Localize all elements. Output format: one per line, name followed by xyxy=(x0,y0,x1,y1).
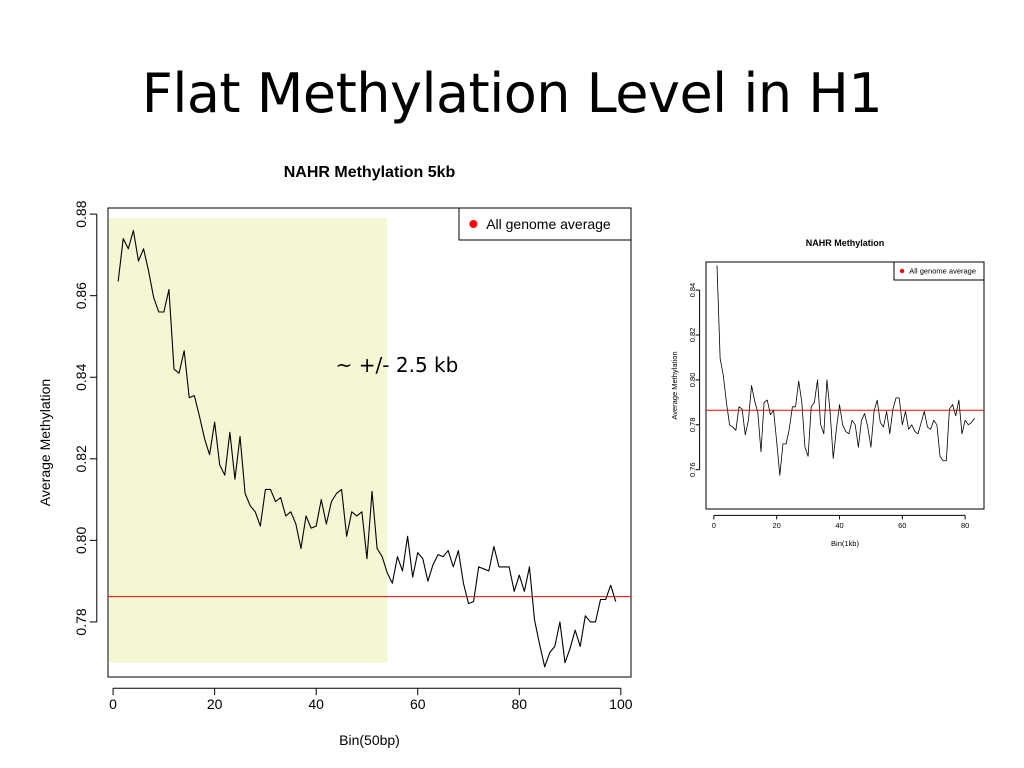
inset-chart-title: NAHR Methylation xyxy=(806,238,885,248)
inset-y-tick-label: 0.76 xyxy=(688,462,697,477)
main-x-tick-label: 100 xyxy=(609,696,633,712)
inset-x-tick-label: 40 xyxy=(835,521,843,530)
main-y-tick-label: 0.82 xyxy=(73,445,89,472)
inset-legend-box xyxy=(893,261,985,281)
inset-y-tick-label: 0.78 xyxy=(688,417,697,432)
main-y-tick-label: 0.78 xyxy=(73,608,89,635)
main-x-tick-label: 60 xyxy=(410,696,426,712)
main-plot-frame xyxy=(107,207,632,678)
range-annotation: ~ +/- 2.5 kb xyxy=(336,353,459,377)
inset-legend-label: All genome average xyxy=(909,267,976,276)
inset-x-tick-label: 60 xyxy=(898,521,906,530)
main-x-tick-label: 20 xyxy=(207,696,223,712)
inset-x-axis-label: Bin(1kb) xyxy=(831,539,859,548)
main-y-axis-label: Average Methylation xyxy=(37,379,53,506)
main-chart-title: NAHR Methylation 5kb xyxy=(284,164,456,181)
main-x-tick-label: 40 xyxy=(308,696,324,712)
main-legend-box xyxy=(458,207,632,241)
inset-legend-dot xyxy=(899,268,905,274)
inset-y-tick-label: 0.82 xyxy=(688,328,697,343)
inset-plot-frame xyxy=(705,261,985,510)
main-methylation-series-line xyxy=(117,229,617,668)
main-x-axis-label: Bin(50bp) xyxy=(339,732,400,748)
inset-x-tick-label: 20 xyxy=(773,521,781,530)
inset-y-tick-label: 0.80 xyxy=(688,373,697,388)
inset-x-tick-label: 80 xyxy=(961,521,969,530)
main-y-tick-label: 0.80 xyxy=(73,527,89,554)
main-y-tick-label: 0.88 xyxy=(73,200,89,227)
slide-title: Flat Methylation Level in H1 xyxy=(141,62,883,125)
main-legend-label: All genome average xyxy=(486,216,611,232)
inset-methylation-series-line xyxy=(716,265,975,476)
main-legend-dot xyxy=(469,220,478,228)
main-x-tick-label: 0 xyxy=(109,696,117,712)
inset-x-tick-label: 0 xyxy=(712,521,716,530)
main-highlight-region xyxy=(109,218,388,663)
inset-y-axis-label: Average Methylation xyxy=(670,351,679,419)
main-y-tick-label: 0.84 xyxy=(73,363,89,390)
main-y-tick-label: 0.86 xyxy=(73,282,89,309)
inset-y-tick-label: 0.84 xyxy=(688,283,697,298)
main-x-tick-label: 80 xyxy=(512,696,528,712)
